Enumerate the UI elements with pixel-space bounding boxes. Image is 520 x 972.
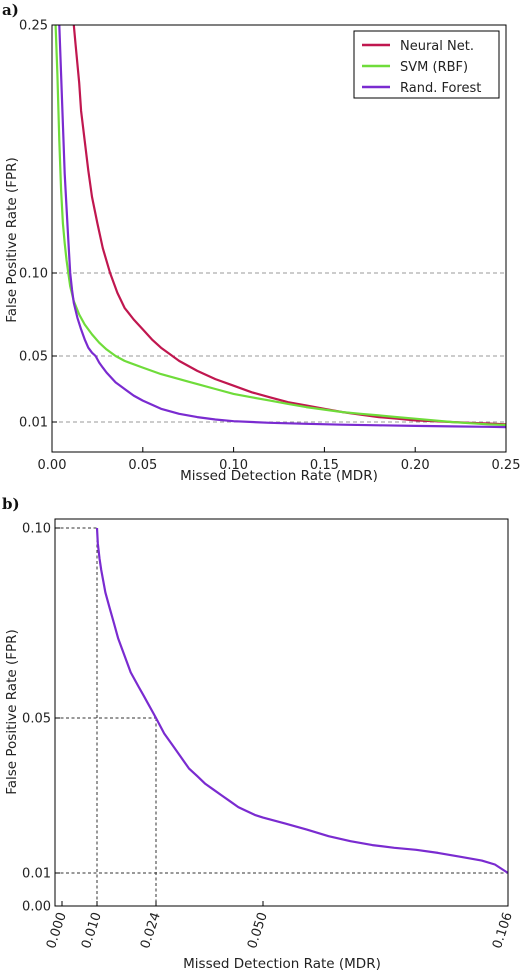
y-tick-label: 0.25 bbox=[19, 19, 48, 34]
panel-a-label: a) bbox=[2, 1, 19, 19]
panel-a-y-ticks: 0.01 0.05 0.10 0.25 bbox=[19, 19, 57, 431]
x-tick-label: 0.024 bbox=[138, 911, 164, 951]
y-tick-label: 0.05 bbox=[19, 350, 48, 365]
panel-b-series bbox=[95, 527, 509, 874]
legend-label-random-forest: Rand. Forest bbox=[400, 81, 481, 96]
x-tick-label: 0.05 bbox=[128, 458, 157, 473]
y-tick-label: 0.10 bbox=[22, 522, 51, 537]
legend-label-neural-net: Neural Net. bbox=[400, 39, 474, 54]
x-tick-label: 0.20 bbox=[401, 458, 430, 473]
series-line-svm-rbf bbox=[54, 24, 507, 427]
panel-a: a) 0.00 0.05 0.10 0.15 0.20 0.25 0.01 0.05 0.10… bbox=[2, 1, 520, 484]
series-line-neural-net bbox=[72, 24, 507, 426]
panel-a-y-axis-label: False Positive Rate (FPR) bbox=[4, 157, 20, 323]
x-tick-label: 0.10 bbox=[219, 458, 248, 473]
series-line-random-forest-zoom bbox=[95, 527, 509, 874]
y-tick-label: 0.01 bbox=[19, 416, 48, 431]
panel-a-x-axis-label: Missed Detection Rate (MDR) bbox=[180, 468, 378, 484]
x-tick-label: 0.010 bbox=[79, 911, 105, 951]
panel-a-series bbox=[54, 24, 507, 429]
y-tick-label: 0.10 bbox=[19, 267, 48, 282]
panel-b-label: b) bbox=[2, 495, 20, 513]
x-tick-label: 0.00 bbox=[38, 458, 67, 473]
panel-b-plot-frame bbox=[54, 518, 509, 907]
y-tick-label: 0.01 bbox=[22, 867, 51, 882]
x-tick-label: 0.106 bbox=[490, 911, 516, 951]
y-tick-label: 0.05 bbox=[22, 712, 51, 727]
x-tick-label: 0.15 bbox=[310, 458, 339, 473]
panel-a-legend: Neural Net. SVM (RBF) Rand. Forest bbox=[353, 30, 500, 99]
panel-b-y-ticks: 0.00 0.01 0.05 0.10 bbox=[22, 522, 60, 915]
y-tick-label: 0.00 bbox=[22, 900, 51, 915]
panel-b: b) 0.000 0.010 0.024 0.050 0.106 0.000.010.0… bbox=[2, 495, 516, 972]
panel-b-y-axis-label: False Positive Rate (FPR) bbox=[4, 629, 20, 795]
x-tick-label: 0.050 bbox=[245, 911, 271, 951]
panel-a-plot-frame bbox=[51, 24, 507, 453]
series-line-rand-forest bbox=[58, 24, 507, 429]
panel-b-x-axis-label: Missed Detection Rate (MDR) bbox=[183, 956, 381, 972]
x-tick-label: 0.25 bbox=[492, 458, 520, 473]
x-tick-label: 0.000 bbox=[44, 911, 70, 951]
panel-b-x-ticks: 0.000 0.010 0.024 0.050 0.106 bbox=[44, 901, 516, 951]
panel-b-reference-lines bbox=[55, 527, 509, 906]
legend-label-svm: SVM (RBF) bbox=[400, 60, 468, 75]
panel-a-x-ticks: 0.00 0.05 0.10 0.15 0.20 0.25 bbox=[38, 447, 520, 473]
